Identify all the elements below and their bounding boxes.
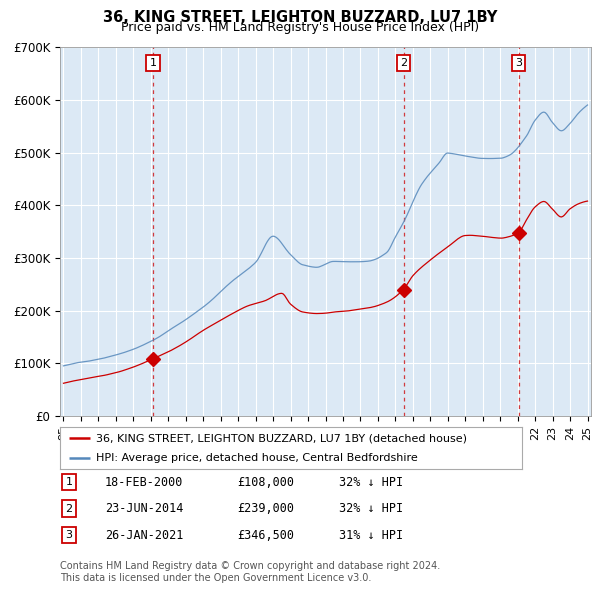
Text: 36, KING STREET, LEIGHTON BUZZARD, LU7 1BY: 36, KING STREET, LEIGHTON BUZZARD, LU7 1… [103, 10, 497, 25]
Text: Contains HM Land Registry data © Crown copyright and database right 2024.
This d: Contains HM Land Registry data © Crown c… [60, 561, 440, 583]
Text: £346,500: £346,500 [237, 529, 294, 542]
Text: 3: 3 [515, 58, 523, 68]
Text: HPI: Average price, detached house, Central Bedfordshire: HPI: Average price, detached house, Cent… [96, 453, 418, 463]
Text: 26-JAN-2021: 26-JAN-2021 [105, 529, 184, 542]
Text: 31% ↓ HPI: 31% ↓ HPI [339, 529, 403, 542]
Text: 32% ↓ HPI: 32% ↓ HPI [339, 502, 403, 515]
Text: 2: 2 [65, 504, 73, 513]
Text: £108,000: £108,000 [237, 476, 294, 489]
Text: 2: 2 [400, 58, 407, 68]
Text: 18-FEB-2000: 18-FEB-2000 [105, 476, 184, 489]
Text: 36, KING STREET, LEIGHTON BUZZARD, LU7 1BY (detached house): 36, KING STREET, LEIGHTON BUZZARD, LU7 1… [96, 433, 467, 443]
Text: 23-JUN-2014: 23-JUN-2014 [105, 502, 184, 515]
Text: 1: 1 [65, 477, 73, 487]
Text: £239,000: £239,000 [237, 502, 294, 515]
Text: Price paid vs. HM Land Registry's House Price Index (HPI): Price paid vs. HM Land Registry's House … [121, 21, 479, 34]
Text: 1: 1 [149, 58, 157, 68]
Text: 32% ↓ HPI: 32% ↓ HPI [339, 476, 403, 489]
Text: 3: 3 [65, 530, 73, 540]
